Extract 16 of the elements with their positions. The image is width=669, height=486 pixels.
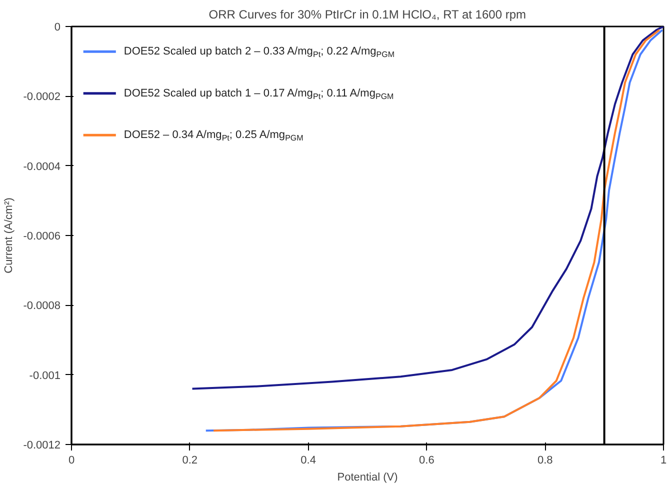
chart-title: ORR Curves for 30% PtIrCr in 0.1M HClO₄, RT at 1600 rpm	[208, 8, 526, 22]
x-tick-label: 0.4	[300, 454, 316, 466]
y-tick-label: -0.0004	[23, 160, 61, 173]
y-tick-label: -0.0012	[23, 440, 61, 452]
y-tick-label: -0.001	[29, 370, 61, 382]
x-tick-label: 0.8	[537, 454, 553, 466]
x-tick-label: 0	[68, 454, 75, 466]
y-tick-label: -0.0008	[23, 300, 61, 312]
x-tick-label: 1	[660, 454, 667, 466]
y-tick-label: 0	[54, 22, 61, 34]
y-axis-title: Current (A/cm²)	[3, 198, 16, 274]
x-tick-label: 0.6	[419, 454, 434, 466]
x-tick-label: 0.2	[182, 454, 198, 466]
x-axis-title: Potential (V)	[337, 472, 398, 484]
y-tick-label: -0.0006	[23, 230, 61, 242]
y-tick-label: -0.0002	[23, 91, 61, 104]
